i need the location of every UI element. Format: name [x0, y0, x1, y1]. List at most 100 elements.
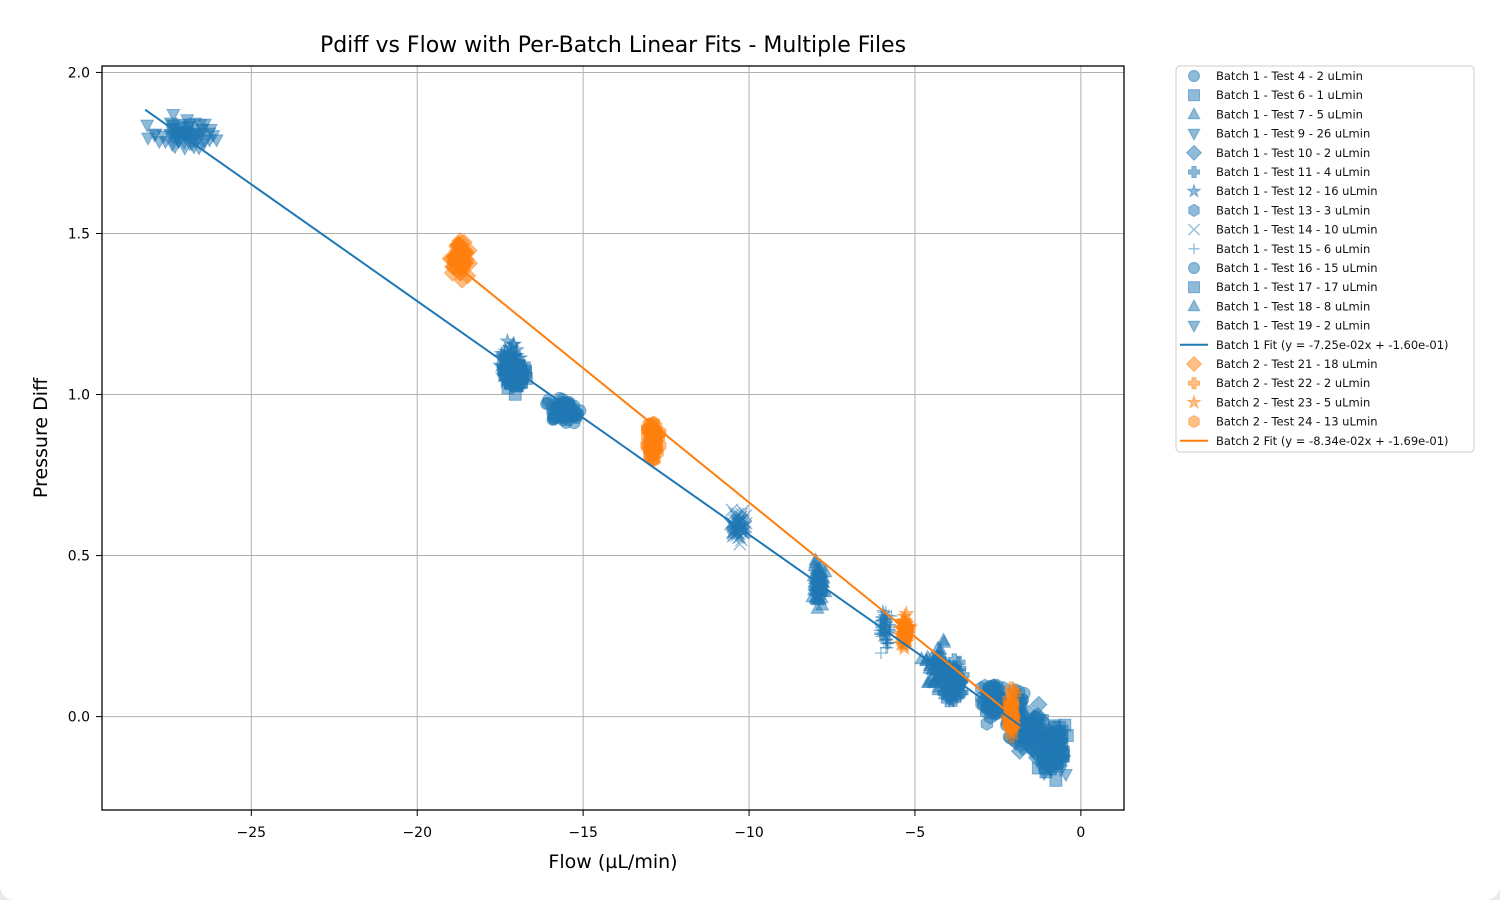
x-tick-label: −10 — [734, 825, 764, 841]
series-star-batch2 — [891, 604, 919, 656]
legend-entry: Batch 1 - Test 9 - 26 uLmin — [1187, 127, 1370, 141]
data-point — [1004, 730, 1018, 744]
data-point — [508, 387, 522, 401]
legend-entry: Batch 2 - Test 23 - 5 uLmin — [1186, 394, 1370, 409]
legend-label: Batch 1 - Test 12 - 16 uLmin — [1216, 184, 1378, 198]
data-point — [897, 604, 915, 621]
data-point — [807, 557, 822, 572]
plot-frame — [101, 65, 1125, 811]
legend-entry: Batch 2 Fit (y = -8.34e-02x + -1.69e-01) — [1180, 434, 1449, 448]
data-point — [140, 119, 155, 133]
series-x-batch1 — [723, 503, 753, 551]
legend-entry: Batch 1 - Test 6 - 1 uLmin — [1188, 88, 1363, 102]
legend-entry: Batch 1 - Test 17 - 17 uLmin — [1188, 280, 1378, 294]
data-point — [733, 537, 747, 551]
legend-entry: Batch 1 - Test 18 - 8 uLmin — [1187, 299, 1370, 313]
legend-entry: Batch 1 - Test 10 - 2 uLmin — [1185, 144, 1370, 161]
data-point — [881, 616, 894, 629]
legend-label: Batch 1 Fit (y = -7.25e-02x + -1.60e-01) — [1216, 338, 1449, 352]
legend-label: Batch 1 - Test 10 - 2 uLmin — [1216, 146, 1370, 160]
legend-marker-swatch — [1187, 107, 1201, 120]
legend-entry: Batch 2 - Test 21 - 18 uLmin — [1185, 355, 1378, 373]
legend-entry: Batch 1 - Test 12 - 16 uLmin — [1186, 182, 1378, 198]
data-point — [540, 397, 554, 411]
data-point — [991, 684, 1004, 699]
y-tick-label: 1.0 — [68, 388, 90, 404]
legend-label: Batch 2 - Test 22 - 2 uLmin — [1216, 376, 1370, 390]
legend-marker-swatch — [1188, 262, 1200, 274]
data-point — [551, 401, 565, 415]
data-point — [735, 517, 749, 531]
x-tick-label: −20 — [402, 825, 432, 841]
series-triangle-down-batch1 — [1037, 730, 1074, 783]
legend-marker-swatch — [1188, 70, 1200, 82]
legend-entry: Batch 1 - Test 15 - 6 uLmin — [1188, 242, 1370, 256]
data-point — [923, 672, 938, 686]
data-point — [936, 634, 952, 648]
series-square-batch1 — [497, 356, 533, 401]
legend-marker-swatch — [1188, 377, 1200, 390]
data-point — [209, 134, 224, 148]
series-hexagon-batch2 — [640, 415, 667, 467]
legend-marker-swatch — [1188, 223, 1200, 236]
data-point — [1008, 687, 1022, 701]
data-point — [1044, 751, 1059, 766]
legend-entry: Batch 1 - Test 13 - 3 uLmin — [1188, 203, 1370, 218]
legend-entry: Batch 1 - Test 19 - 2 uLmin — [1187, 319, 1370, 333]
legend-entry: Batch 2 - Test 24 - 13 uLmin — [1188, 414, 1378, 429]
x-axis: −25 −20 −15 −10 −5 0 — [237, 810, 1085, 841]
data-point — [202, 127, 217, 141]
legend-label: Batch 1 - Test 19 - 2 uLmin — [1216, 319, 1370, 333]
x-axis-label: Flow (µL/min) — [548, 851, 677, 873]
data-point — [1043, 764, 1058, 778]
legend-marker-swatch — [1185, 144, 1203, 161]
data-point — [152, 136, 167, 150]
data-point — [727, 528, 741, 542]
y-tick-label: 0.5 — [68, 549, 90, 565]
legend-label: Batch 1 - Test 14 - 10 uLmin — [1216, 223, 1378, 237]
legend-frame — [1175, 65, 1475, 453]
series-diamond-batch2 — [441, 232, 479, 289]
data-point — [166, 109, 181, 123]
data-point — [501, 339, 519, 356]
legend-label: Batch 1 - Test 4 - 2 uLmin — [1216, 69, 1363, 83]
data-point — [874, 646, 887, 659]
data-point — [812, 591, 828, 605]
y-tick-label: 2.0 — [68, 65, 90, 81]
fit-line-batch1 — [144, 108, 1069, 760]
legend-entry: Batch 1 - Test 7 - 5 uLmin — [1187, 107, 1363, 121]
y-tick-label: 0.0 — [68, 710, 90, 726]
data-point — [186, 141, 202, 155]
data-point — [882, 637, 895, 650]
legend-marker-swatch — [1187, 320, 1201, 333]
y-axis: 0.0 0.5 1.0 1.5 2.0 — [68, 65, 102, 726]
y-tick-label: 1.5 — [68, 226, 90, 242]
legend-label: Batch 1 - Test 13 - 3 uLmin — [1216, 203, 1370, 217]
chart-title: Pdiff vs Flow with Per-Batch Linear Fits… — [320, 33, 906, 58]
series-circle-batch1 — [540, 391, 587, 430]
legend-label: Batch 2 Fit (y = -8.34e-02x + -1.69e-01) — [1216, 434, 1449, 448]
legend-marker-swatch — [1186, 182, 1202, 198]
fit-lines — [144, 108, 1069, 760]
legend-label: Batch 1 - Test 16 - 15 uLmin — [1216, 261, 1378, 275]
legend-marker-swatch — [1188, 414, 1200, 429]
legend-label: Batch 1 - Test 17 - 17 uLmin — [1216, 280, 1378, 294]
data-point — [450, 263, 469, 282]
legend-label: Batch 1 - Test 7 - 5 uLmin — [1216, 107, 1363, 121]
data-point — [941, 688, 955, 702]
data-point — [894, 620, 912, 637]
x-tick-label: 0 — [1076, 825, 1085, 841]
data-point — [875, 611, 888, 624]
legend-marker-swatch — [1188, 203, 1200, 218]
legend-marker-swatch — [1187, 299, 1201, 312]
legend-marker-swatch — [1188, 243, 1200, 255]
data-point — [984, 710, 997, 725]
x-tick-label: −5 — [905, 825, 926, 841]
legend-marker-swatch — [1188, 89, 1200, 102]
data-point — [884, 636, 897, 649]
legend-entry: Batch 1 - Test 16 - 15 uLmin — [1188, 261, 1378, 275]
legend-label: Batch 1 - Test 18 - 8 uLmin — [1216, 299, 1370, 313]
legend-label: Batch 1 - Test 6 - 1 uLmin — [1216, 88, 1363, 102]
